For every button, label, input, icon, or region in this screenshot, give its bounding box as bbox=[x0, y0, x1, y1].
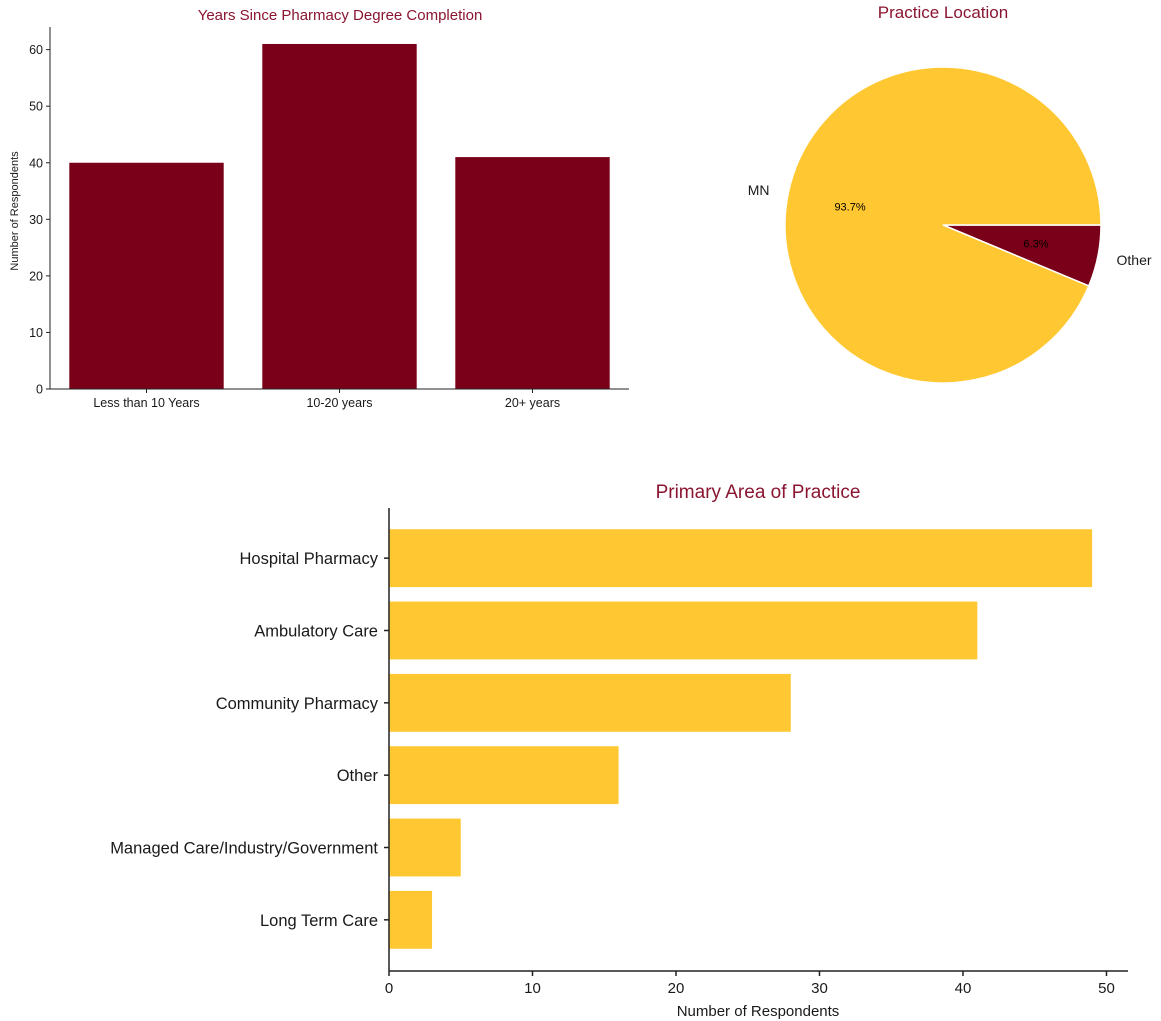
years-x-tick-label: 20+ years bbox=[505, 396, 560, 410]
area-x-tick-label: 20 bbox=[668, 980, 685, 997]
location-pie-label: MN bbox=[748, 182, 770, 198]
years-y-ticks: 0 10 20 30 40 50 60 bbox=[29, 43, 50, 397]
location-pie-value-label: 6.3% bbox=[1023, 239, 1048, 251]
area-x-tick-label: 40 bbox=[955, 980, 972, 997]
area-x-ticks: 0 10 20 30 40 50 bbox=[385, 971, 1115, 997]
area-x-tick-label: 0 bbox=[385, 980, 393, 997]
years-y-tick-label: 0 bbox=[36, 383, 43, 397]
area-bar bbox=[389, 601, 978, 660]
years-y-axis-label: Number of Respondents bbox=[9, 151, 21, 271]
area-bar bbox=[389, 746, 619, 805]
years-bar bbox=[69, 162, 224, 389]
area-x-tick-label: 30 bbox=[811, 980, 828, 997]
location-pie-slice-mn bbox=[784, 66, 1102, 384]
years-y-tick-label: 30 bbox=[29, 213, 43, 227]
location-chart-title: Practice Location bbox=[878, 3, 1008, 22]
area-bars bbox=[389, 529, 1093, 949]
area-chart-title: Primary Area of Practice bbox=[656, 482, 861, 503]
years-y-tick-label: 50 bbox=[29, 100, 43, 114]
location-pie-chart: Practice Location MN 93.7% Other 6.3% bbox=[748, 3, 1152, 384]
years-y-tick-label: 60 bbox=[29, 43, 43, 57]
years-y-tick-label: 10 bbox=[29, 326, 43, 340]
area-y-tick-label: Ambulatory Care bbox=[254, 623, 378, 641]
area-bar bbox=[389, 673, 791, 732]
area-y-tick-label: Community Pharmacy bbox=[216, 695, 379, 713]
location-pie-value-label: 93.7% bbox=[834, 201, 865, 213]
location-pie-slices: MN 93.7% Other 6.3% bbox=[748, 66, 1152, 384]
years-y-tick-label: 40 bbox=[29, 156, 43, 170]
years-x-tick-label: Less than 10 Years bbox=[93, 396, 199, 410]
years-y-tick-label: 20 bbox=[29, 269, 43, 283]
area-bar-chart: Primary Area of Practice Hospital Pharma… bbox=[110, 482, 1128, 1020]
area-y-ticks: Hospital Pharmacy Ambulatory Care Communit… bbox=[110, 550, 389, 930]
area-y-tick-label: Long Term Care bbox=[260, 912, 378, 930]
years-bar bbox=[455, 157, 610, 389]
years-bar-chart: Years Since Pharmacy Degree Completion N… bbox=[9, 7, 629, 410]
area-bar bbox=[389, 818, 461, 877]
area-y-tick-label: Other bbox=[337, 767, 379, 785]
area-x-axis-label: Number of Respondents bbox=[677, 1003, 840, 1020]
area-x-tick-label: 10 bbox=[524, 980, 541, 997]
years-bar bbox=[262, 43, 417, 389]
area-y-tick-label: Managed Care/Industry/Government bbox=[110, 840, 378, 858]
location-pie-label: Other bbox=[1117, 252, 1152, 268]
years-x-ticks: Less than 10 Years 10-20 years 20+ years bbox=[93, 389, 560, 410]
area-x-tick-label: 50 bbox=[1098, 980, 1115, 997]
years-bars bbox=[69, 43, 610, 389]
area-bar bbox=[389, 529, 1093, 588]
area-y-tick-label: Hospital Pharmacy bbox=[240, 550, 379, 568]
years-chart-title: Years Since Pharmacy Degree Completion bbox=[198, 7, 483, 24]
years-x-tick-label: 10-20 years bbox=[306, 396, 372, 410]
area-bar bbox=[389, 890, 433, 949]
